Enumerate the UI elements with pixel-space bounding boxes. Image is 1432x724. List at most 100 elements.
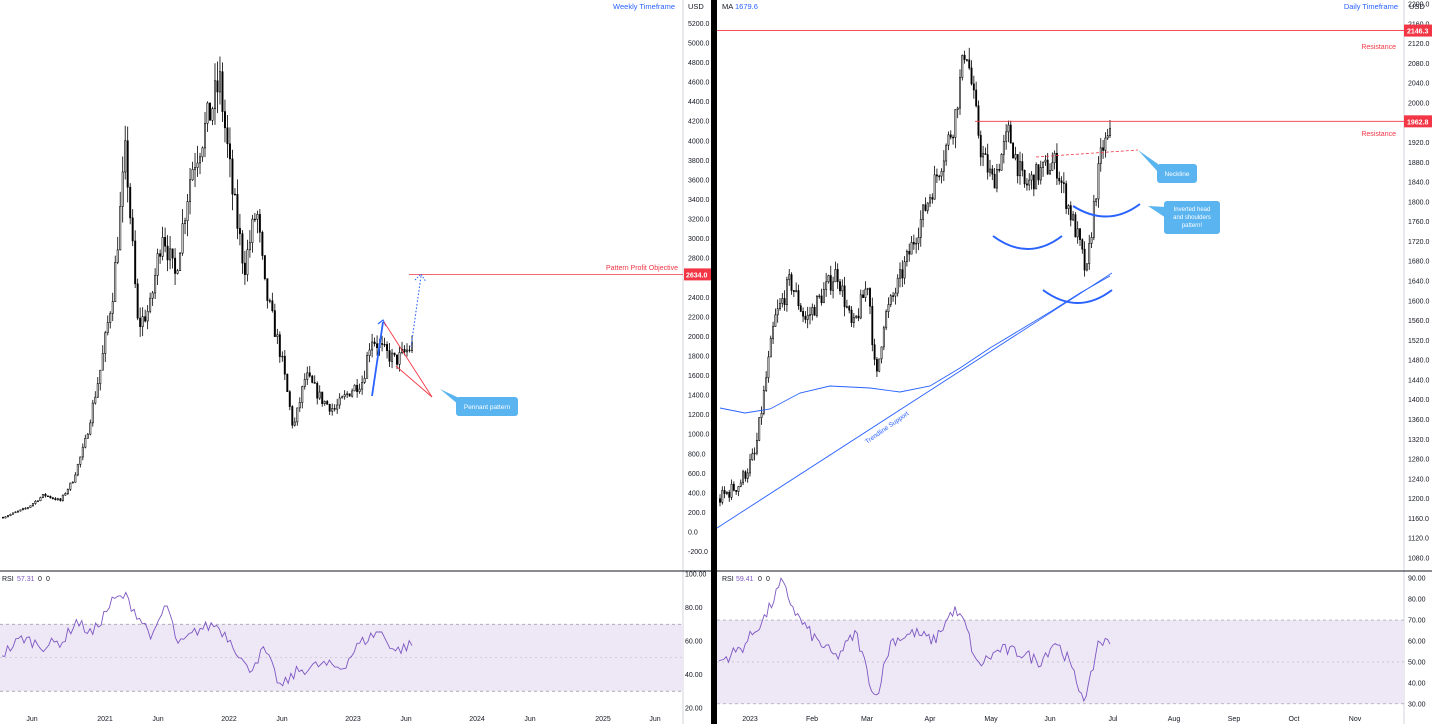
left-candle-body xyxy=(36,500,39,502)
right-candle-body xyxy=(1065,183,1068,209)
right-y-tick-label: 1880.0 xyxy=(1408,160,1430,167)
left-candle-body xyxy=(271,300,274,311)
left-candle-body xyxy=(406,349,408,353)
left-candle-body xyxy=(296,407,299,423)
left-candle-body xyxy=(276,334,279,337)
right-currency: USD xyxy=(1409,2,1425,11)
left-candle-body xyxy=(351,390,354,397)
right-candle-body xyxy=(829,275,832,291)
left-candle-body xyxy=(99,369,102,384)
left-candle-body xyxy=(21,508,24,511)
right-y-tick-label: 1800.0 xyxy=(1408,199,1430,206)
ihs-callout-text-line: and shoulders xyxy=(1173,215,1211,221)
left-candle-body xyxy=(14,511,17,514)
left-x-tick-label: 2021 xyxy=(97,716,113,723)
ihs-callout-text-line: pattern! xyxy=(1182,223,1203,229)
left-candle-body xyxy=(246,249,249,275)
left-candle-body xyxy=(261,232,264,256)
rsi-panels: 100.00 80.00 60.00 40.00 20.00 90.00 80.00 70.0… xyxy=(0,572,1426,713)
right-candle-body xyxy=(848,306,851,311)
pennant-callout-text: Pennant pattern xyxy=(464,404,511,411)
right-candle-body xyxy=(1046,159,1049,175)
right-candle-body xyxy=(799,305,802,312)
left-candle-body xyxy=(211,108,214,121)
right-candle-body xyxy=(735,490,738,492)
right-candle-body xyxy=(758,417,761,441)
left-candle-body xyxy=(196,162,199,168)
left-candle-body xyxy=(126,140,129,188)
right-y-tick-label: 1280.0 xyxy=(1408,457,1430,464)
right-candle-body xyxy=(998,168,1001,171)
right-candle-body xyxy=(1016,154,1019,177)
left-candle-body xyxy=(209,102,211,121)
resistance-upper-label: Resistance xyxy=(1361,44,1396,51)
right-candle-body xyxy=(1090,237,1093,244)
left-candle-body xyxy=(159,253,162,257)
left-candle-body xyxy=(306,372,309,380)
left-y-tick-label: 1400.0 xyxy=(688,393,710,400)
right-candle-body xyxy=(779,303,781,310)
ihs-callout-pointer xyxy=(1148,206,1166,218)
left-candle-body xyxy=(363,378,366,383)
moving-average-line xyxy=(719,275,1111,414)
left-y-tick-label: 3400.0 xyxy=(688,197,710,204)
left-candle-body xyxy=(44,493,47,497)
right-candle-body xyxy=(1088,243,1091,265)
right-candle-body xyxy=(892,295,895,297)
left-rsi-extra1: 0 xyxy=(38,576,42,583)
right-y-tick-label: 1760.0 xyxy=(1408,219,1430,226)
right-candle-body xyxy=(961,54,964,78)
right-candle-body xyxy=(781,298,784,304)
left-candle-body xyxy=(293,421,296,426)
right-y-tick-label: 1200.0 xyxy=(1408,496,1430,503)
left-candle-body xyxy=(74,474,77,483)
right-candle-body xyxy=(797,290,800,307)
right-candle-body xyxy=(769,338,772,358)
left-y-tick-label: 4600.0 xyxy=(688,80,710,87)
projection-dotted-line xyxy=(410,275,422,348)
left-candle-body xyxy=(189,179,192,202)
left-candle-body xyxy=(201,147,204,158)
left-candle-body xyxy=(398,352,401,365)
right-x-tick-label: Oct xyxy=(1289,716,1300,723)
right-daily-candles xyxy=(719,47,1111,507)
right-candle-body xyxy=(970,67,973,85)
left-candle-body xyxy=(381,343,384,345)
right-candle-body xyxy=(945,144,948,162)
left-candle-body xyxy=(16,510,19,513)
right-rsi-tick-label: 60.00 xyxy=(1408,639,1426,646)
right-candle-body xyxy=(1039,167,1042,181)
right-candle-body xyxy=(1037,164,1040,181)
right-candle-body xyxy=(922,204,925,220)
right-x-tick-label: Apr xyxy=(925,716,937,723)
right-candle-body xyxy=(977,105,980,136)
left-candle-body xyxy=(166,245,169,261)
right-x-tick-label: Jul xyxy=(1109,716,1118,723)
right-candle-body xyxy=(1053,152,1056,164)
left-y-tick-label: 1800.0 xyxy=(688,353,710,360)
left-candle-body xyxy=(278,334,281,357)
left-y-tick-label: 0.0 xyxy=(688,530,698,537)
left-candle-body xyxy=(111,301,114,314)
left-candle-body xyxy=(396,354,399,365)
right-rsi-band xyxy=(717,620,1404,704)
right-candle-body xyxy=(792,290,795,292)
neckline-callout xyxy=(1157,164,1197,183)
right-candle-body xyxy=(915,242,918,245)
right-candle-body xyxy=(989,168,991,173)
left-x-tick-label: Jun xyxy=(400,716,411,723)
right-candle-body xyxy=(956,107,959,110)
left-candle-body xyxy=(286,373,289,393)
left-candle-body xyxy=(84,437,87,448)
right-candle-body xyxy=(873,344,876,360)
right-candle-body xyxy=(855,315,858,318)
left-candle-body xyxy=(169,248,172,261)
right-candle-body xyxy=(862,294,865,298)
left-candle-body xyxy=(41,493,44,498)
left-candle-body xyxy=(238,228,241,234)
right-candle-body xyxy=(795,290,798,292)
right-candle-body xyxy=(975,89,978,107)
right-candle-body xyxy=(1062,182,1065,184)
ihs-callout xyxy=(1164,201,1220,234)
right-candle-body xyxy=(1032,174,1035,190)
